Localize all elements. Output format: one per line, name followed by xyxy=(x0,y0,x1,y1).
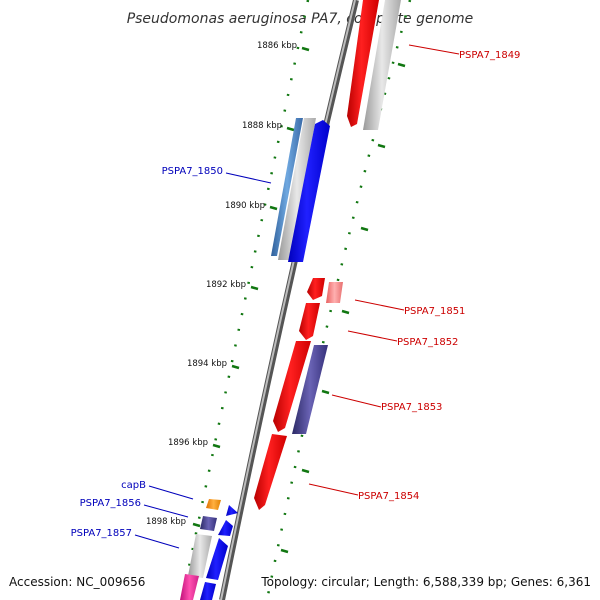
gene-arrow-pspa7-1857[interactable] xyxy=(188,534,212,578)
gene-arrow-pspa7-1850-a[interactable] xyxy=(271,118,303,256)
gene-label-pspa7-1849[interactable]: PSPA7_1849 xyxy=(459,50,520,61)
gene-label-pspa7-1850[interactable]: PSPA7_1850 xyxy=(162,166,223,177)
tick-label: 1896 kbp xyxy=(168,438,208,448)
gene-arrow-pspa7-1849-rna[interactable] xyxy=(363,0,401,130)
gene-arrow-capb-rna[interactable] xyxy=(226,505,238,516)
forward-label-leaders xyxy=(308,44,460,496)
gene-arrow-pspa7-1851-rna[interactable] xyxy=(326,282,343,303)
gene-arrow-pspa7-1849[interactable] xyxy=(347,0,379,127)
tick-label: 1898 kbp xyxy=(146,517,186,527)
gene-label-pspa7-1852[interactable]: PSPA7_1852 xyxy=(397,337,458,348)
tick-label: 1888 kbp xyxy=(242,121,282,131)
gene-arrow-capb[interactable] xyxy=(206,499,221,510)
gene-arrow-pspa7-1853[interactable] xyxy=(273,341,311,432)
accession-text: Accession: NC_009656 xyxy=(9,575,145,589)
gene-label-pspa7-1853[interactable]: PSPA7_1853 xyxy=(381,402,442,413)
gene-arrow-pspa7-1856[interactable] xyxy=(200,516,217,531)
tick-label: 1894 kbp xyxy=(187,359,227,369)
gene-label-capb[interactable]: capB xyxy=(121,480,146,491)
reverse-label-leaders xyxy=(134,172,272,549)
gene-arrow-pspa7-1850[interactable] xyxy=(288,120,330,262)
gene-arrow-pspa7-1851[interactable] xyxy=(307,278,325,300)
inner-tick-ring xyxy=(180,0,310,600)
tick-label: 1892 kbp xyxy=(206,280,246,290)
gene-arrow-next-a[interactable] xyxy=(180,574,199,600)
gene-label-pspa7-1851[interactable]: PSPA7_1851 xyxy=(404,306,465,317)
gene-arrow-next-b[interactable] xyxy=(200,582,216,600)
topology-text: Topology: circular; Length: 6,588,339 bp… xyxy=(260,575,591,589)
tick-label: 1890 kbp xyxy=(225,201,265,211)
gene-label-pspa7-1854[interactable]: PSPA7_1854 xyxy=(358,491,419,502)
map-title: Pseudomonas aeruginosa PA7, complete gen… xyxy=(127,11,474,27)
gene-arrow-pspa7-1857-rna[interactable] xyxy=(206,538,228,580)
gene-arrow-pspa7-1856-rna[interactable] xyxy=(218,520,233,536)
gene-arrow-pspa7-1853-rna[interactable] xyxy=(292,345,328,434)
genome-backbone-highlight xyxy=(220,0,356,600)
gene-label-pspa7-1857[interactable]: PSPA7_1857 xyxy=(71,528,132,539)
tick-label: 1886 kbp xyxy=(257,41,297,51)
gene-arrow-pspa7-1850-b[interactable] xyxy=(278,118,316,260)
gene-label-pspa7-1856[interactable]: PSPA7_1856 xyxy=(80,498,141,509)
gene-arrow-pspa7-1854[interactable] xyxy=(254,434,287,510)
kbp-ticks xyxy=(192,46,406,554)
gene-arrow-pspa7-1852[interactable] xyxy=(299,303,320,340)
